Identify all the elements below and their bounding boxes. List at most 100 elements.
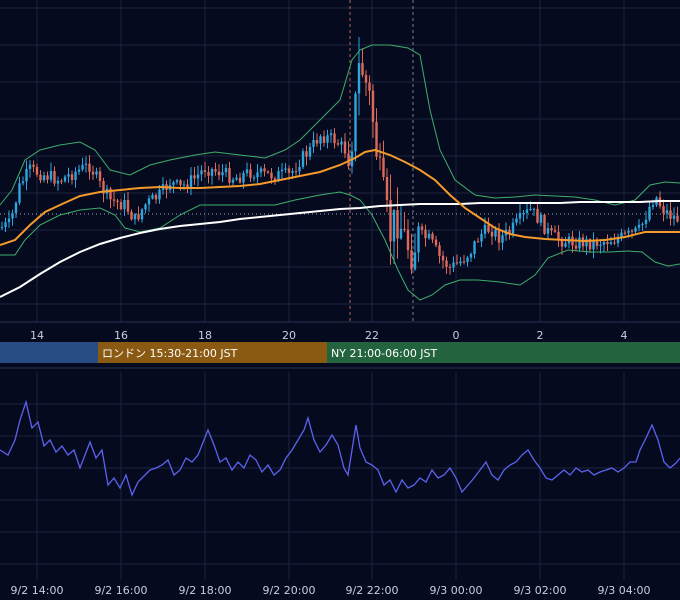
candle-body <box>494 229 497 237</box>
candle-body <box>280 169 284 172</box>
candle-body <box>39 174 42 181</box>
candle-body <box>284 168 287 170</box>
candle-body <box>490 231 494 237</box>
candle-body <box>189 175 193 189</box>
candle-body <box>46 175 49 180</box>
candle-body <box>42 175 46 181</box>
grid-lines <box>0 0 680 580</box>
candle-body <box>130 211 133 220</box>
candle-body <box>294 171 298 173</box>
candle-body <box>109 188 112 200</box>
candle-body <box>119 202 123 210</box>
candle-body <box>231 179 235 183</box>
x-tick-label: 9/2 18:00 <box>179 584 232 597</box>
candle-body <box>154 194 158 200</box>
moving-average-long-line <box>0 200 680 298</box>
candle-body <box>406 229 410 251</box>
candle-body <box>35 166 39 175</box>
candle-body <box>613 242 616 244</box>
x-tick-label: 9/2 22:00 <box>346 584 399 597</box>
candle-body <box>396 210 399 239</box>
candle-body <box>403 228 406 230</box>
x-tick-label: 9/2 14:00 <box>11 584 64 597</box>
x-tick-label: 22 <box>365 329 379 342</box>
oscillator-panel <box>0 399 680 497</box>
candle-body <box>74 171 77 180</box>
candle-body <box>595 240 599 246</box>
candle-body <box>312 139 315 147</box>
candle-body <box>672 215 676 219</box>
candle-body <box>354 93 357 152</box>
candle-body <box>487 224 490 232</box>
candle-body <box>417 226 420 253</box>
candle-body <box>298 166 301 172</box>
candle-body <box>28 164 32 169</box>
x-tick-label: 9/3 02:00 <box>514 584 567 597</box>
candle-body <box>214 169 217 172</box>
candle-body <box>308 146 312 157</box>
candle-body <box>539 214 543 223</box>
candle-body <box>336 143 340 145</box>
tick-labels: 14 16 18 20 22 0 2 4 9/2 14:00 9/2 16:00 9/2 18:00… <box>11 329 651 597</box>
candle-body <box>49 171 53 180</box>
candle-body <box>508 229 511 234</box>
candle-body <box>4 222 7 228</box>
session-label: NY 21:00-06:00 JST <box>331 347 438 360</box>
candle-body <box>77 169 81 172</box>
candle-body <box>553 230 557 232</box>
candle-body <box>361 63 364 76</box>
candle-body <box>529 209 532 211</box>
candle-body <box>483 224 487 234</box>
candle-body <box>574 245 578 249</box>
candle-body <box>123 199 126 210</box>
candle-body <box>620 232 623 238</box>
candle-body <box>14 202 18 214</box>
candle-body <box>378 156 382 158</box>
candle-body <box>116 200 119 203</box>
candle-body <box>588 239 592 250</box>
candle-body <box>63 176 67 182</box>
candle-body <box>21 181 25 184</box>
bollinger-upper-line <box>0 44 680 206</box>
candle-body <box>259 168 263 173</box>
candle-body <box>273 178 277 181</box>
candle-body <box>634 227 637 232</box>
candle-body <box>126 199 130 212</box>
candle-body <box>329 133 333 136</box>
candle-body <box>242 173 245 183</box>
candle-body <box>389 200 392 242</box>
candle-body <box>550 228 553 231</box>
candle-body <box>91 171 95 175</box>
session-bar: ロンドン 15:30-21:00 JST NY 21:00-06:00 JST <box>0 342 680 363</box>
oscillator-line <box>0 399 680 497</box>
candle-body <box>434 239 438 246</box>
candle-body <box>637 224 641 228</box>
candle-body <box>60 180 63 182</box>
candle-body <box>179 180 182 185</box>
candle-body <box>196 174 200 179</box>
candle-body <box>343 141 347 154</box>
candle-body <box>245 169 249 174</box>
candle-body <box>0 227 4 229</box>
candle-body <box>623 232 627 234</box>
candle-body <box>382 157 385 178</box>
candle-body <box>445 260 448 267</box>
candle-body <box>249 169 252 178</box>
candle-body <box>592 240 595 250</box>
candle-body <box>602 242 606 245</box>
candle-body <box>319 136 322 144</box>
candle-body <box>532 208 536 210</box>
candle-body <box>364 75 368 83</box>
candle-body <box>557 231 560 241</box>
candle-body <box>427 233 431 239</box>
candle-body <box>305 151 308 157</box>
candle-body <box>511 222 515 234</box>
candle-body <box>676 215 679 222</box>
candle-body <box>564 243 567 247</box>
candle-body <box>455 262 459 264</box>
candle-body <box>252 177 256 179</box>
candle-body <box>322 136 326 143</box>
candle-body <box>522 212 525 214</box>
